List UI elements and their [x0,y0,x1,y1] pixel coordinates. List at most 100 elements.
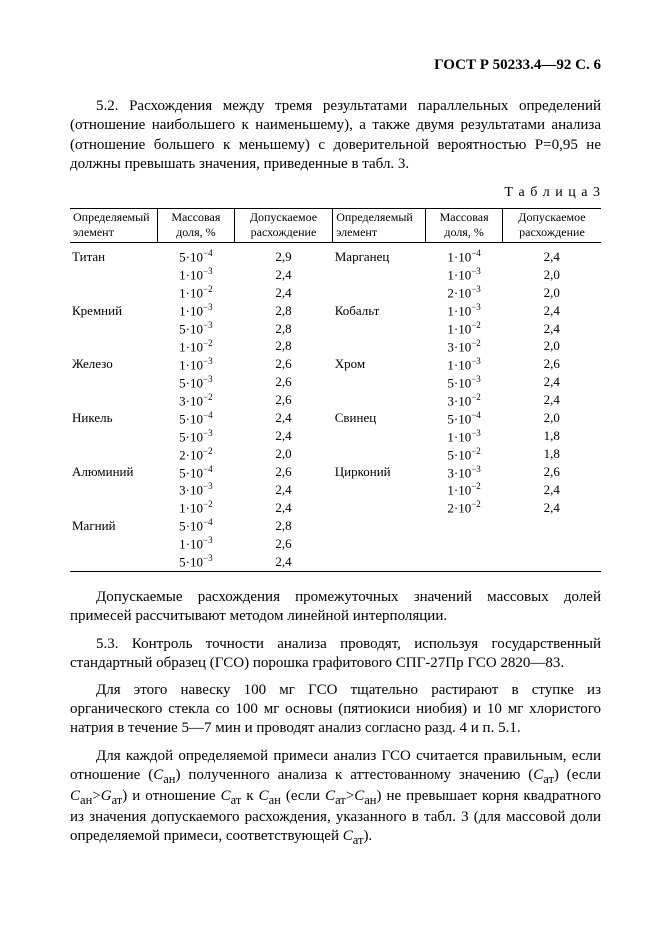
cell-mass-2: 1·10−3 [426,266,503,284]
cell-element-2: Кобальт [333,302,426,320]
cell-mass-2: 3·10−2 [426,392,503,410]
text: ). [363,828,372,844]
paragraph-criteria: Для каждой определяемой примеси анализ Г… [70,747,601,848]
th-mass: Массовая доля, % [158,208,235,242]
cell-mass: 1·10−3 [158,356,235,374]
text: ) полученного анализа к аттестованному з… [175,767,533,783]
sub: ат [335,793,346,807]
table-row: 1·10−22,42·10−32,0 [70,284,601,302]
cell-mass-2: 1·10−2 [426,320,503,338]
table-row: Кремний1·10−32,8Кобальт1·10−32,4 [70,302,601,320]
cell-element [70,535,158,553]
cell-mass-2: 3·10−3 [426,464,503,482]
var-c-at: С [533,767,543,783]
cell-mass-2: 2·10−2 [426,499,503,517]
cell-element-2 [333,481,426,499]
cell-mass: 3·10−2 [158,392,235,410]
sub: ан [80,793,92,807]
cell-element [70,338,158,356]
table-row: Железо1·10−32,6Хром1·10−32,6 [70,356,601,374]
cell-mass-2 [426,517,503,535]
cell-element-2 [333,266,426,284]
sub: ан [269,793,281,807]
cell-divergence-2: 2,4 [502,374,601,392]
cell-element: Магний [70,517,158,535]
cell-divergence-2: 2,4 [502,392,601,410]
table-row: 3·10−22,63·10−22,4 [70,392,601,410]
cell-element-2 [333,499,426,517]
cell-element-2 [333,320,426,338]
table-caption: Т а б л и ц а 3 [70,184,601,202]
cell-divergence: 2,8 [234,338,333,356]
th-divergence-2: Допускаемое расхождение [502,208,601,242]
cell-divergence-2: 2,4 [502,302,601,320]
cell-element-2 [333,553,426,571]
cell-element-2 [333,392,426,410]
cell-divergence-2: 1,8 [502,446,601,464]
table-row: Алюминий5·10−42,6Цирконий3·10−32,6 [70,464,601,482]
cell-divergence: 2,4 [234,410,333,428]
var-c-an: С [153,767,163,783]
cell-element-2 [333,374,426,392]
th-mass-2: Массовая доля, % [426,208,503,242]
cell-divergence: 2,4 [234,553,333,571]
gt: > [346,788,354,804]
cell-divergence: 2,6 [234,392,333,410]
table-3: Определяемый элемент Массовая доля, % До… [70,208,601,572]
cell-divergence: 2,4 [234,481,333,499]
table-row: 5·10−32,41·10−31,8 [70,428,601,446]
table-row: 1·10−22,83·10−22,0 [70,338,601,356]
paragraph-interpolation: Допускаемые расхождения промежуточных зн… [70,588,601,626]
cell-mass-2: 3·10−2 [426,338,503,356]
var: С [259,788,269,804]
cell-mass-2: 2·10−3 [426,284,503,302]
cell-divergence-2: 2,0 [502,266,601,284]
cell-element-2: Хром [333,356,426,374]
table-row: 1·10−32,41·10−32,0 [70,266,601,284]
var: G [101,788,112,804]
cell-divergence: 2,4 [234,499,333,517]
text: ) (если [554,767,601,783]
table-row: 5·10−32,81·10−22,4 [70,320,601,338]
cell-element-2 [333,428,426,446]
cell-mass-2 [426,535,503,553]
cell-element: Титан [70,248,158,266]
cell-divergence: 2,8 [234,517,333,535]
sub: ат [353,833,364,847]
cell-mass: 5·10−4 [158,517,235,535]
cell-element [70,374,158,392]
cell-divergence: 2,6 [234,374,333,392]
cell-divergence: 2,6 [234,356,333,374]
cell-divergence: 2,8 [234,302,333,320]
cell-divergence: 2,4 [234,428,333,446]
cell-element [70,553,158,571]
text: ) и отношение [122,788,220,804]
cell-divergence-2: 2,4 [502,320,601,338]
cell-mass-2: 5·10−3 [426,374,503,392]
table-row: 5·10−32,4 [70,553,601,571]
table-row: 3·10−32,41·10−22,4 [70,481,601,499]
cell-element [70,428,158,446]
cell-mass: 5·10−4 [158,248,235,266]
cell-mass-2: 1·10−3 [426,302,503,320]
sub: ан [364,793,376,807]
table-body: Титан5·10−42,9Марганец1·10−42,41·10−32,4… [70,248,601,572]
cell-element [70,446,158,464]
sub: ат [112,793,123,807]
table-row: Титан5·10−42,9Марганец1·10−42,4 [70,248,601,266]
cell-mass: 5·10−3 [158,553,235,571]
cell-element-2: Марганец [333,248,426,266]
cell-element [70,266,158,284]
var: С [221,788,231,804]
cell-divergence-2: 2,4 [502,481,601,499]
cell-element: Кремний [70,302,158,320]
cell-divergence-2: 2,6 [502,464,601,482]
cell-element-2 [333,284,426,302]
cell-element-2: Свинец [333,410,426,428]
cell-mass-2: 1·10−3 [426,356,503,374]
cell-element: Железо [70,356,158,374]
var: С [343,828,353,844]
cell-mass: 1·10−2 [158,284,235,302]
cell-element: Никель [70,410,158,428]
cell-mass: 5·10−3 [158,374,235,392]
